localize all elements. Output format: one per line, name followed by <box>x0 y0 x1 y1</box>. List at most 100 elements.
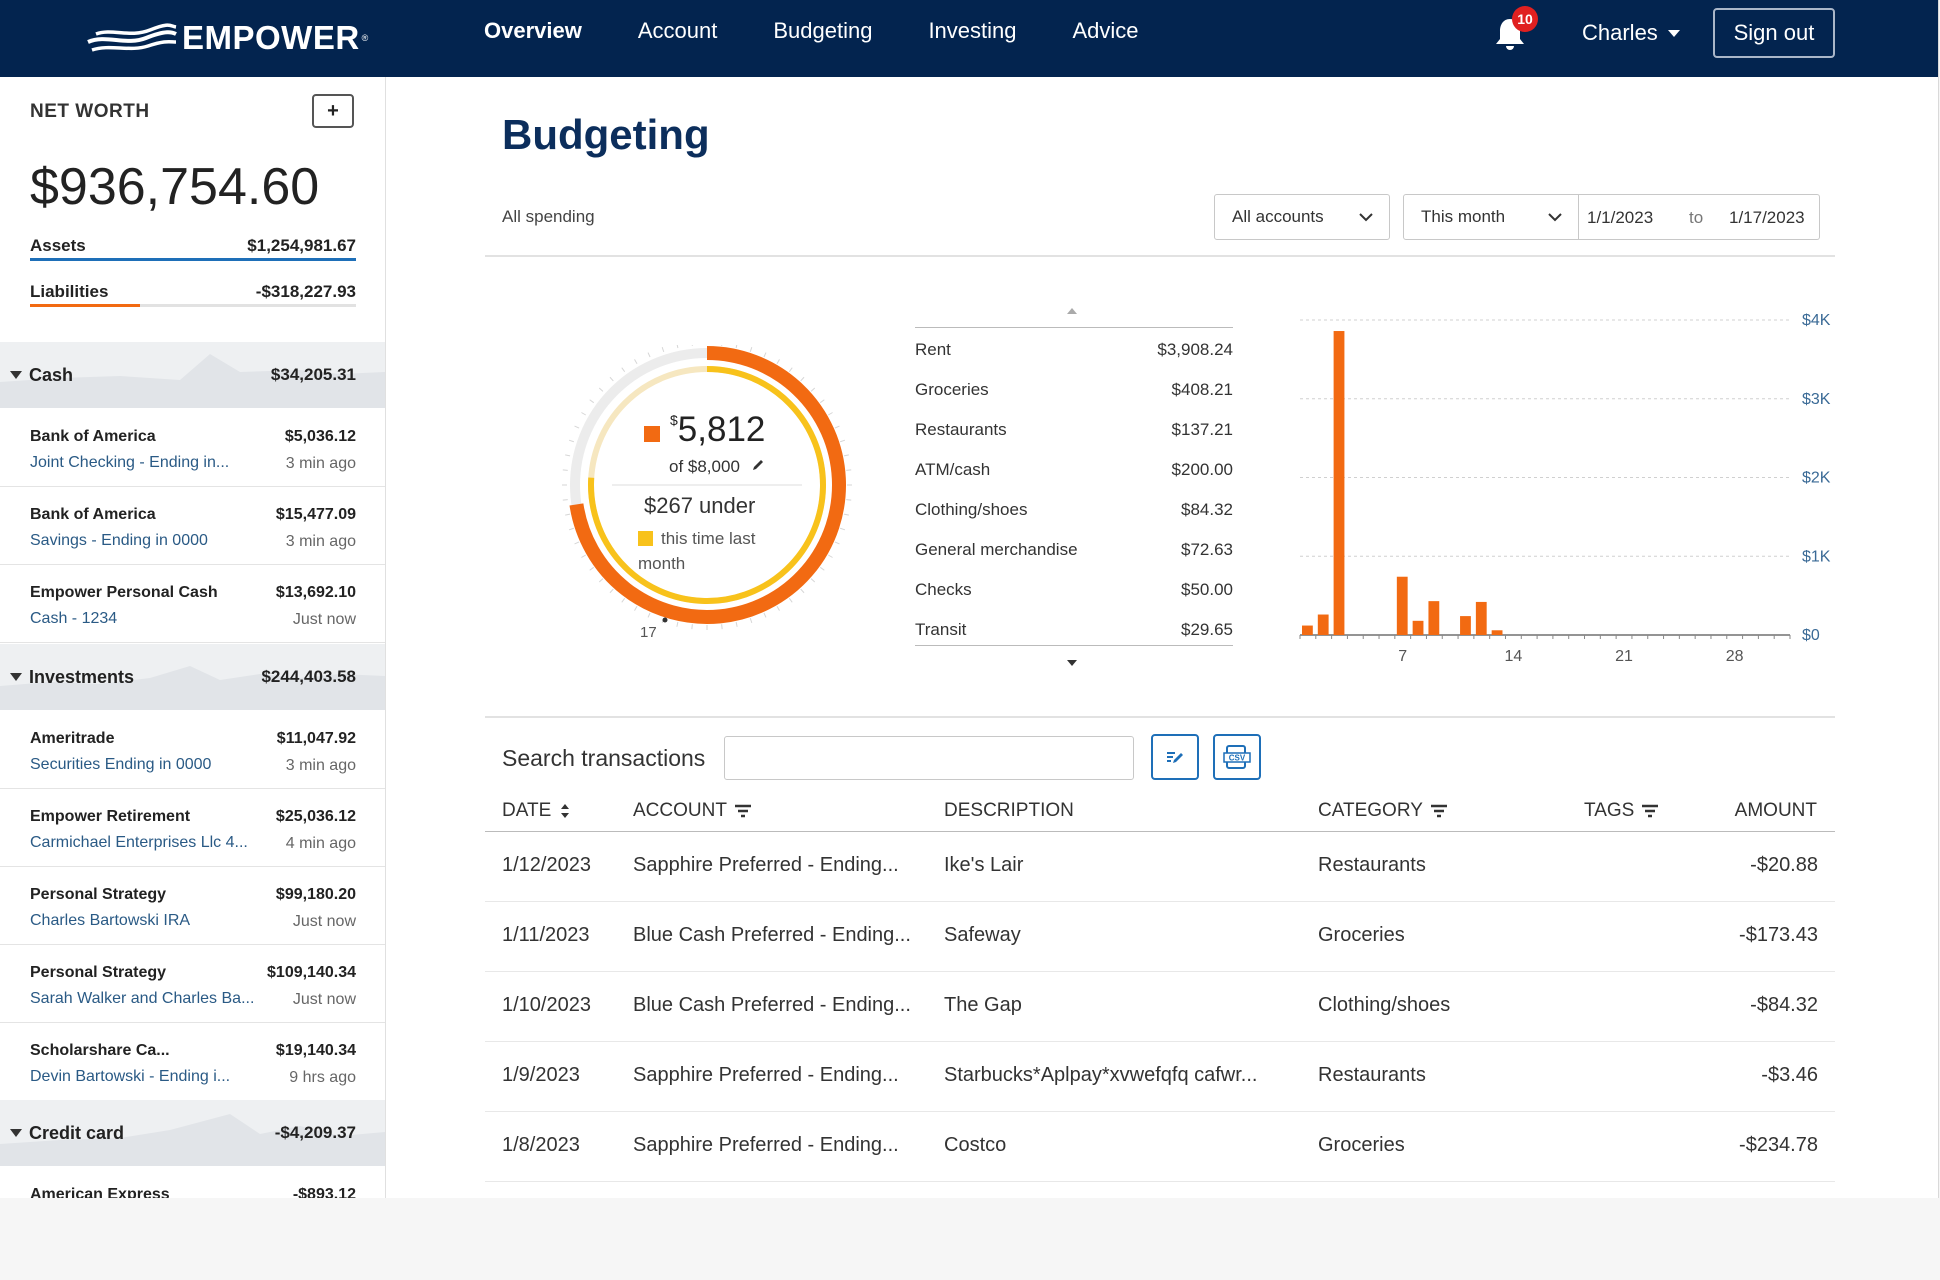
scroll-up-arrow-icon[interactable] <box>1067 308 1077 314</box>
table-row[interactable]: 1/10/2023 Blue Cash Preferred - Ending..… <box>485 972 1835 1042</box>
account-item[interactable]: Personal Strategy $109,140.34 Sarah Walk… <box>0 944 385 1023</box>
account-item[interactable]: American Express -$893.12 <box>0 1166 385 1198</box>
category-row[interactable]: Transit $29.65 <box>915 610 1233 650</box>
cell-date: 1/11/2023 <box>502 924 590 946</box>
group-credit-card[interactable]: Credit card -$4,209.37 <box>0 1100 385 1166</box>
table-row[interactable]: 1/12/2023 Sapphire Preferred - Ending...… <box>485 832 1835 902</box>
scroll-down-arrow-icon[interactable] <box>1067 660 1077 666</box>
column-description[interactable]: DESCRIPTION <box>944 800 1074 822</box>
account-item[interactable]: Scholarshare Ca... $19,140.34 Devin Bart… <box>0 1022 385 1101</box>
add-account-button[interactable]: + <box>312 94 354 128</box>
category-value: $137.21 <box>1171 420 1233 439</box>
cash-sparkline <box>0 354 385 408</box>
gauge-tick <box>749 617 753 624</box>
cell-description: The Gap <box>944 994 1022 1016</box>
cell-date: 1/10/2023 <box>502 994 591 1016</box>
nav-budgeting[interactable]: Budgeting <box>773 18 873 43</box>
spending-bar <box>1475 601 1487 635</box>
spending-bar <box>1412 620 1424 635</box>
edit-transactions-button[interactable] <box>1151 734 1199 780</box>
assets-value: $1,254,981.67 <box>247 236 356 255</box>
table-row[interactable]: 1/8/2023 Sapphire Preferred - Ending... … <box>485 1112 1835 1182</box>
gauge-tick <box>827 412 833 416</box>
accounts-select-value: All accounts <box>1232 207 1324 226</box>
account-name: Bank of America <box>30 428 156 445</box>
period-select-value: This month <box>1421 207 1506 226</box>
investments-sparkline <box>0 666 385 710</box>
gauge-tick <box>565 513 571 516</box>
column-label: TAGS <box>1584 800 1635 821</box>
spending-bar <box>1428 601 1440 635</box>
column-category[interactable]: CATEGORY <box>1318 800 1447 822</box>
gauge-tick <box>676 345 679 349</box>
table-row[interactable]: 1/11/2023 Blue Cash Preferred - Ending..… <box>485 902 1835 972</box>
account-item[interactable]: Empower Personal Cash $13,692.10 Cash - … <box>0 564 385 643</box>
group-investments[interactable]: Investments $244,403.58 <box>0 644 385 710</box>
category-row[interactable]: General merchandise $72.63 <box>915 530 1233 570</box>
gauge-tick <box>800 588 805 594</box>
accounts-select[interactable]: All accounts <box>1214 194 1390 240</box>
pencil-icon[interactable] <box>751 458 765 472</box>
empower-wave-icon <box>87 23 177 52</box>
account-item[interactable]: Bank of America $15,477.09 Savings - End… <box>0 486 385 565</box>
account-item[interactable]: Ameritrade $11,047.92 Securities Ending … <box>0 710 385 789</box>
account-updated: 4 min ago <box>285 835 356 852</box>
nav-account[interactable]: Account <box>637 18 718 43</box>
gauge-tick <box>810 578 816 583</box>
gauge-tick <box>562 469 568 471</box>
gauge-tick <box>788 597 793 603</box>
group-cash[interactable]: Cash $34,205.31 <box>0 342 385 408</box>
category-row[interactable]: Checks $50.00 <box>915 570 1233 610</box>
gauge-tick <box>846 469 852 471</box>
top-nav: EMPOWER ® Overview Account Budgeting Inve… <box>0 0 1938 77</box>
category-row[interactable]: Clothing/shoes $84.32 <box>915 490 1233 530</box>
export-csv-button[interactable]: CSV <box>1213 734 1261 780</box>
spending-bar <box>1317 614 1329 635</box>
column-label: DESCRIPTION <box>944 800 1074 821</box>
category-row[interactable]: ATM/cash $200.00 <box>915 450 1233 490</box>
group-name: Cash <box>29 364 74 385</box>
nav-investing[interactable]: Investing <box>928 18 1017 43</box>
account-item[interactable]: Empower Retirement $25,036.12 Carmichael… <box>0 788 385 867</box>
cell-category: Restaurants <box>1318 1064 1426 1086</box>
chevron-down-icon <box>1359 213 1373 222</box>
category-row[interactable]: Groceries $408.21 <box>915 370 1233 410</box>
sidebar: NET WORTH + $936,754.60 Assets $1,254,98… <box>0 77 386 1198</box>
search-input[interactable] <box>724 736 1134 780</box>
period-select[interactable]: This month <box>1403 194 1579 240</box>
gauge-tick <box>788 367 793 373</box>
liabilities-bar <box>30 304 140 307</box>
column-tags[interactable]: TAGS <box>1584 800 1659 822</box>
budget-total[interactable]: of $8,000 <box>669 457 765 477</box>
cell-date: 1/12/2023 <box>502 854 591 876</box>
column-amount[interactable]: AMOUNT <box>1735 800 1817 822</box>
date-to-input[interactable]: 1/17/2023 <box>1729 208 1805 227</box>
column-label: AMOUNT <box>1734 800 1817 821</box>
cell-account: Sapphire Preferred - Ending... <box>633 1064 899 1086</box>
cell-category: Groceries <box>1318 924 1405 946</box>
user-menu[interactable]: Charles <box>1582 20 1680 46</box>
last-month-legend: this time last month <box>638 526 778 576</box>
assets-row[interactable]: Assets $1,254,981.67 <box>30 236 356 262</box>
empower-logo[interactable]: EMPOWER ® <box>86 14 368 62</box>
gauge-tick <box>598 578 604 583</box>
liabilities-row[interactable]: Liabilities -$318,227.93 <box>30 282 356 308</box>
category-row[interactable]: Restaurants $137.21 <box>915 410 1233 450</box>
gauge-tick <box>846 499 852 501</box>
category-name: ATM/cash <box>915 460 991 479</box>
account-item[interactable]: Bank of America $5,036.12 Joint Checking… <box>0 408 385 487</box>
category-row[interactable]: Rent $3,908.24 <box>915 330 1233 370</box>
nav-overview[interactable]: Overview <box>484 18 582 43</box>
nav-advice[interactable]: Advice <box>1072 18 1139 43</box>
column-account[interactable]: ACCOUNT <box>633 800 751 822</box>
column-date[interactable]: DATE <box>502 800 571 822</box>
table-row[interactable]: 1/9/2023 Sapphire Preferred - Ending... … <box>485 1042 1835 1112</box>
account-item[interactable]: Personal Strategy $99,180.20 Charles Bar… <box>0 866 385 945</box>
group-value: $244,403.58 <box>261 667 356 686</box>
y-tick-label: $3K <box>1802 391 1831 408</box>
y-tick-label: $1K <box>1802 548 1831 565</box>
account-subtitle: Charles Bartowski IRA <box>30 912 191 929</box>
notification-badge: 10 <box>1512 6 1538 32</box>
date-from-input[interactable]: 1/1/2023 <box>1587 208 1654 227</box>
sign-out-button[interactable]: Sign out <box>1713 8 1835 58</box>
